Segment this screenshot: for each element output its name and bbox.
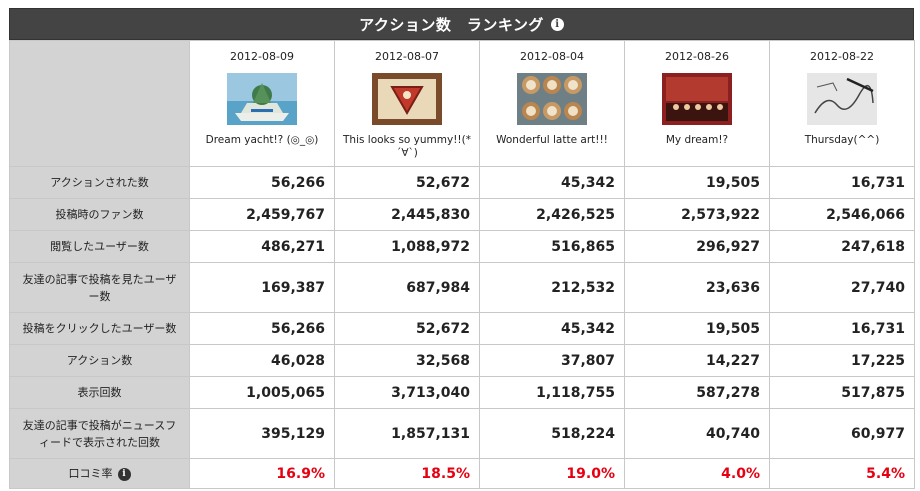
row-label-rate: 口コミ率 i [9, 458, 190, 489]
post-column-1: 2012-08-09 Dream yacht!? (◎_◎) [189, 40, 335, 167]
row-label: アクションされた数 [9, 166, 190, 199]
header-corner-cell [9, 40, 190, 167]
value-cell: 517,875 [769, 376, 915, 409]
value-cell: 1,857,131 [334, 408, 480, 459]
rate-cell: 18.5% [334, 458, 480, 489]
value-cell: 212,532 [479, 262, 625, 313]
value-cell: 17,225 [769, 344, 915, 377]
value-cell: 56,266 [189, 312, 335, 345]
value-cell: 2,546,066 [769, 198, 915, 231]
value-cell: 32,568 [334, 344, 480, 377]
table-row: アクションされた数 56,266 52,672 45,342 19,505 16… [9, 166, 915, 199]
value-cell: 247,618 [769, 230, 915, 263]
info-icon[interactable]: i [117, 467, 131, 481]
value-cell: 16,731 [769, 312, 915, 345]
food-photo-icon[interactable] [372, 73, 442, 125]
rate-cell: 4.0% [624, 458, 770, 489]
value-cell: 296,927 [624, 230, 770, 263]
value-cell: 52,672 [334, 312, 480, 345]
value-cell: 52,672 [334, 166, 480, 199]
post-caption: Thursday(^^) [804, 134, 880, 146]
post-date: 2012-08-26 [665, 50, 729, 63]
ranking-panel: アクション数 ランキング i 2012-08-09 [9, 8, 915, 489]
row-label: 投稿をクリックしたユーザー数 [9, 312, 190, 345]
table-row: 閲覧したユーザー数 486,271 1,088,972 516,865 296,… [9, 230, 915, 263]
value-cell: 40,740 [624, 408, 770, 459]
table-row: 口コミ率 i 16.9% 18.5% 19.0% 4.0% 5.4% [9, 458, 915, 489]
table-row: 表示回数 1,005,065 3,713,040 1,118,755 587,2… [9, 376, 915, 409]
value-cell: 45,342 [479, 166, 625, 199]
post-date: 2012-08-22 [810, 50, 874, 63]
value-cell: 23,636 [624, 262, 770, 313]
value-cell: 2,426,525 [479, 198, 625, 231]
row-label: 口コミ率 [68, 467, 113, 480]
value-cell: 14,227 [624, 344, 770, 377]
value-cell: 687,984 [334, 262, 480, 313]
yacht-photo-icon[interactable] [227, 73, 297, 125]
post-column-2: 2012-08-07 This looks so yummy!!(*´∀`) [334, 40, 480, 167]
rate-cell: 19.0% [479, 458, 625, 489]
post-date: 2012-08-07 [375, 50, 439, 63]
table-row: 友達の記事で投稿がニュースフィードで表示された回数 395,129 1,857,… [9, 408, 915, 459]
table-row: アクション数 46,028 32,568 37,807 14,227 17,22… [9, 344, 915, 377]
rate-cell: 16.9% [189, 458, 335, 489]
ranking-title: アクション数 ランキング [359, 15, 544, 34]
post-column-3: 2012-08-04 Wonderful latte art!!! [479, 40, 625, 167]
value-cell: 19,505 [624, 312, 770, 345]
value-cell: 395,129 [189, 408, 335, 459]
row-label: 友達の記事で投稿がニュースフィードで表示された回数 [9, 408, 190, 459]
table-row: 友達の記事で投稿を見たユーザー数 169,387 687,984 212,532… [9, 262, 915, 313]
value-cell: 27,740 [769, 262, 915, 313]
value-cell: 3,713,040 [334, 376, 480, 409]
sketch-photo-icon[interactable] [807, 73, 877, 125]
value-cell: 16,731 [769, 166, 915, 199]
post-caption: This looks so yummy!!(*´∀`) [343, 134, 471, 159]
ranking-title-bar: アクション数 ランキング i [9, 8, 914, 40]
post-header-row: 2012-08-09 Dream yacht!? (◎_◎) 2012-08 [9, 40, 915, 167]
value-cell: 2,573,922 [624, 198, 770, 231]
row-label: 投稿時のファン数 [9, 198, 190, 231]
stage-photo-icon[interactable] [662, 73, 732, 125]
value-cell: 60,977 [769, 408, 915, 459]
value-cell: 1,005,065 [189, 376, 335, 409]
latte-photo-icon[interactable] [517, 73, 587, 125]
value-cell: 2,445,830 [334, 198, 480, 231]
row-label: 閲覧したユーザー数 [9, 230, 190, 263]
value-cell: 486,271 [189, 230, 335, 263]
value-cell: 516,865 [479, 230, 625, 263]
table-row: 投稿時のファン数 2,459,767 2,445,830 2,426,525 2… [9, 198, 915, 231]
rate-cell: 5.4% [769, 458, 915, 489]
post-caption: Wonderful latte art!!! [496, 134, 608, 146]
post-date: 2012-08-09 [230, 50, 294, 63]
value-cell: 2,459,767 [189, 198, 335, 231]
post-caption: Dream yacht!? (◎_◎) [205, 134, 319, 146]
value-cell: 45,342 [479, 312, 625, 345]
row-label: 表示回数 [9, 376, 190, 409]
post-date: 2012-08-04 [520, 50, 584, 63]
post-column-5: 2012-08-22 Thursday(^^) [769, 40, 915, 167]
value-cell: 46,028 [189, 344, 335, 377]
value-cell: 19,505 [624, 166, 770, 199]
value-cell: 37,807 [479, 344, 625, 377]
ranking-table: 2012-08-09 Dream yacht!? (◎_◎) 2012-08 [9, 40, 915, 489]
row-label: アクション数 [9, 344, 190, 377]
info-icon[interactable]: i [550, 17, 564, 31]
value-cell: 1,088,972 [334, 230, 480, 263]
value-cell: 587,278 [624, 376, 770, 409]
value-cell: 1,118,755 [479, 376, 625, 409]
table-row: 投稿をクリックしたユーザー数 56,266 52,672 45,342 19,5… [9, 312, 915, 345]
value-cell: 56,266 [189, 166, 335, 199]
post-caption: My dream!? [665, 134, 729, 146]
post-column-4: 2012-08-26 My dream!? [624, 40, 770, 167]
value-cell: 169,387 [189, 262, 335, 313]
row-label: 友達の記事で投稿を見たユーザー数 [9, 262, 190, 313]
value-cell: 518,224 [479, 408, 625, 459]
